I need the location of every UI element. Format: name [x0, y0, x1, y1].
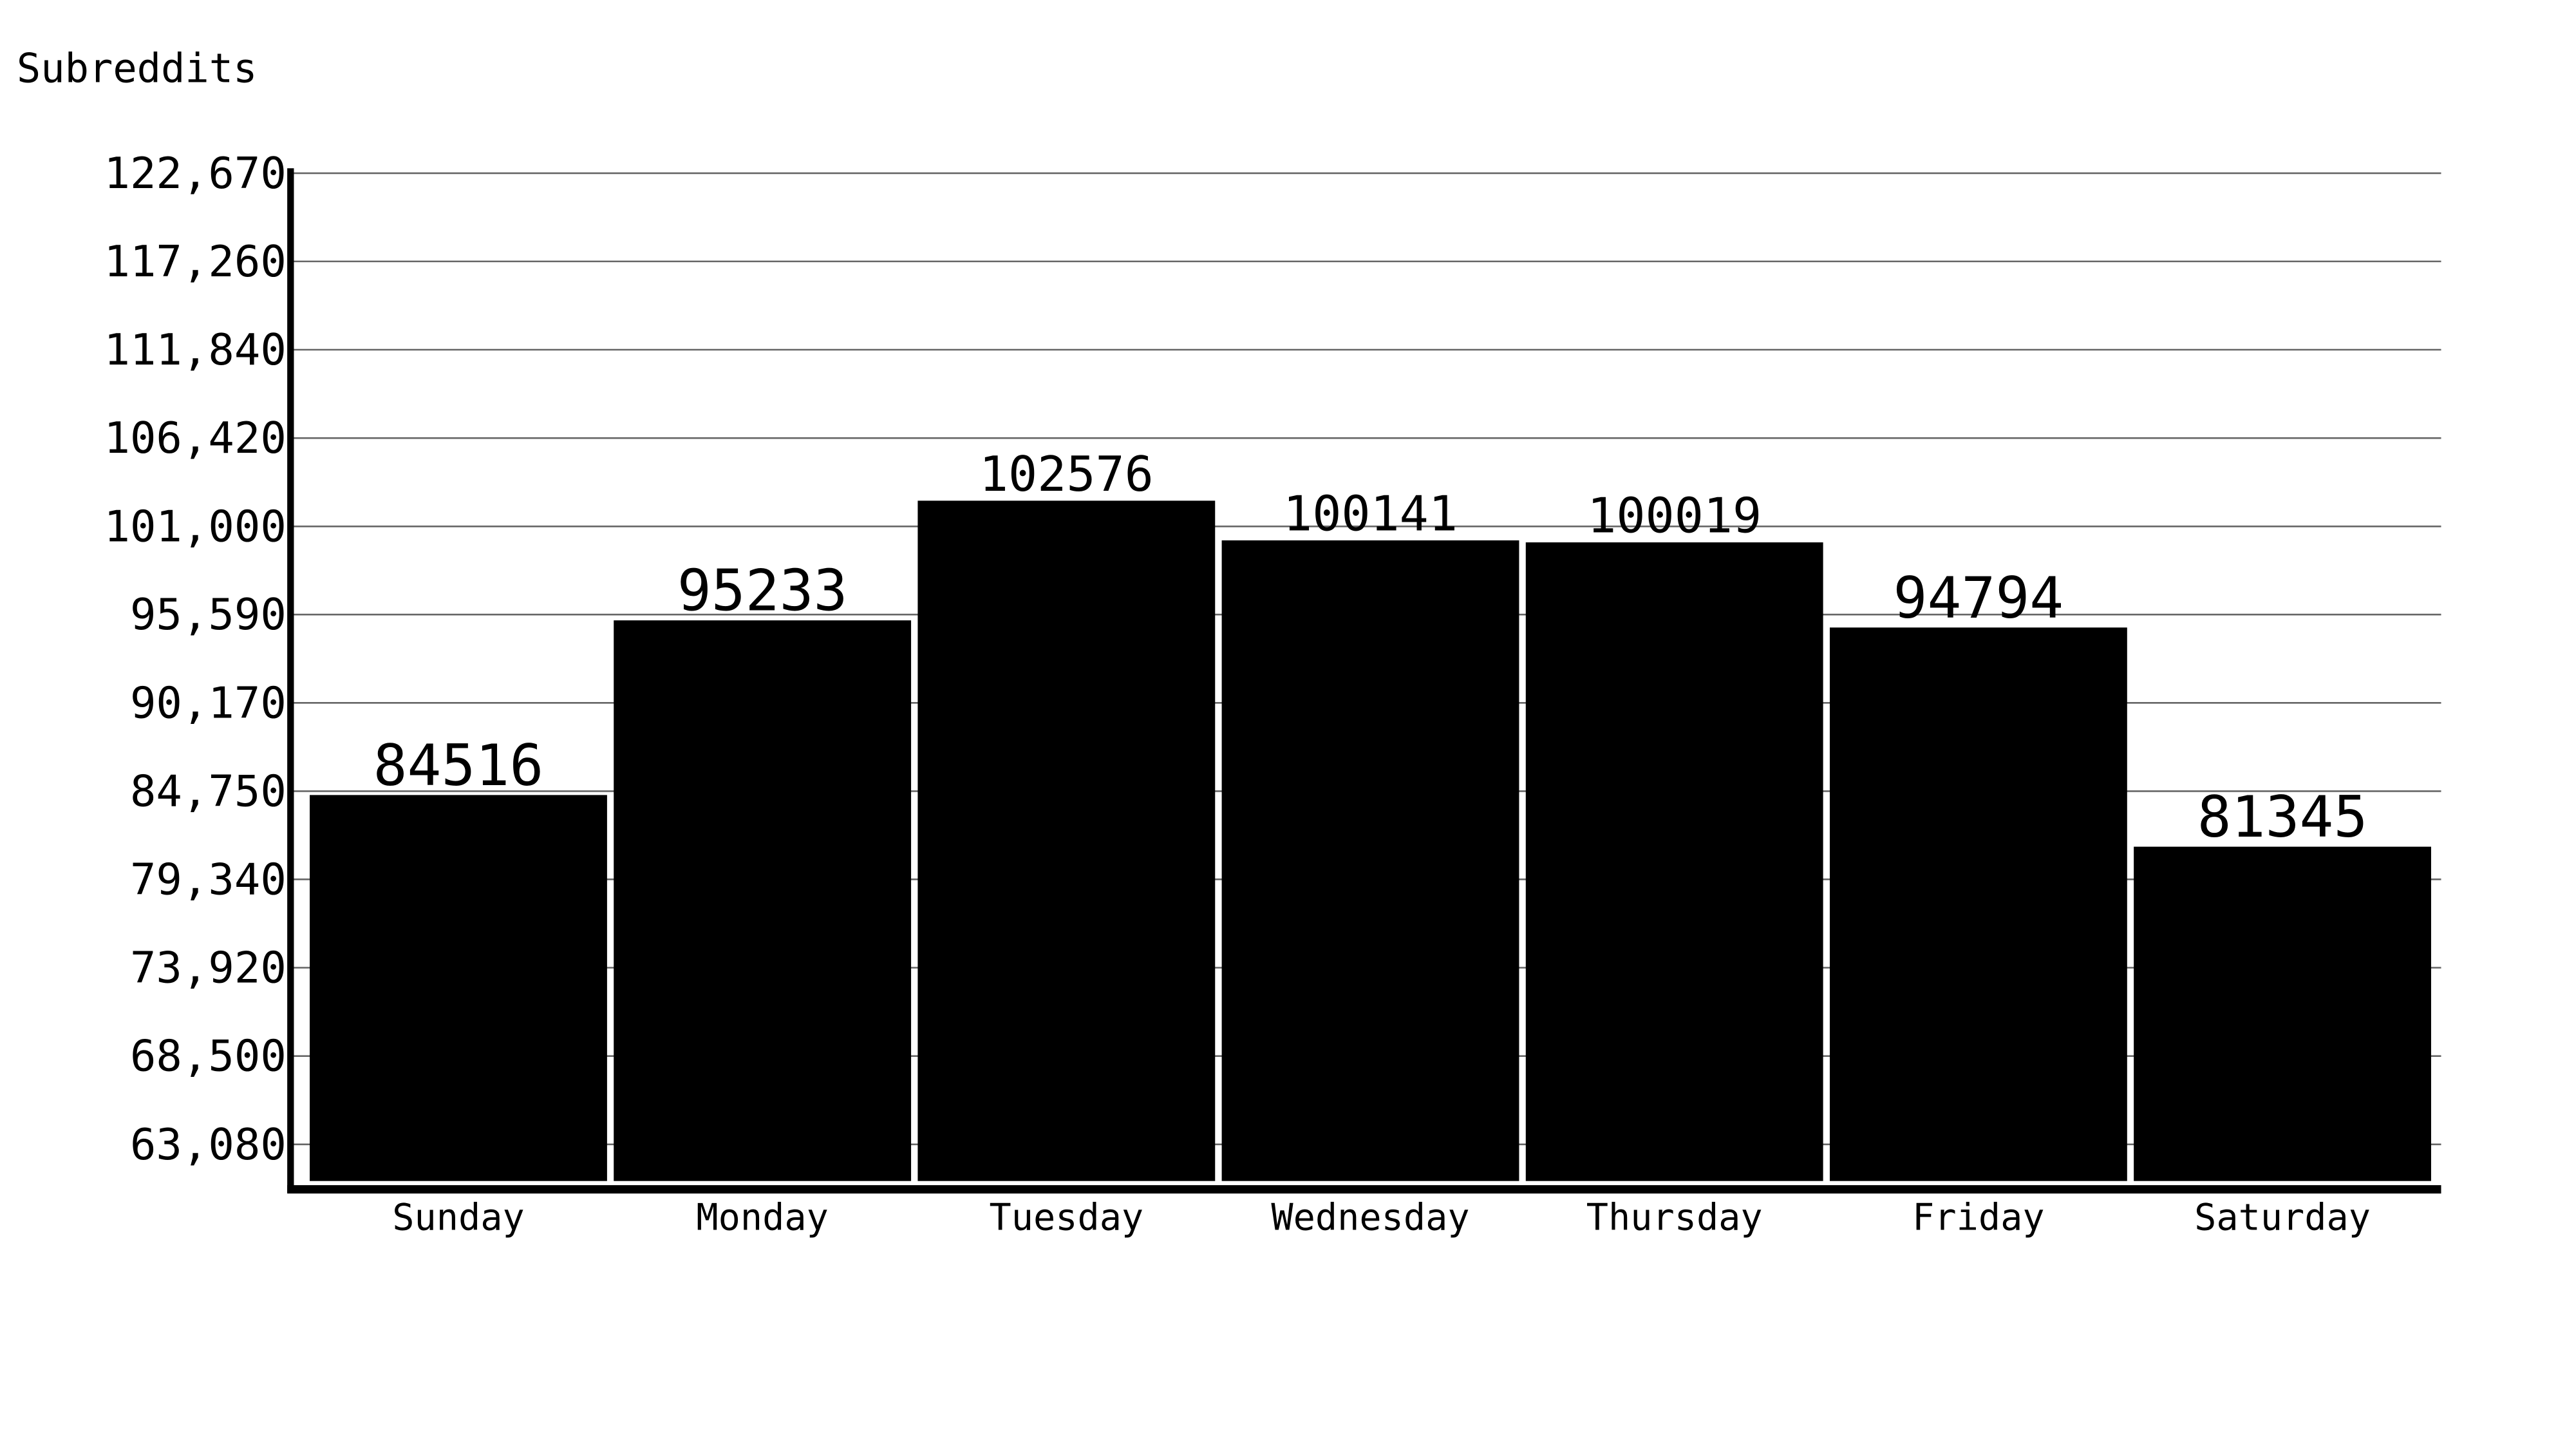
bar-wednesday	[1221, 540, 1519, 1181]
y-tick-label: 95,590	[130, 589, 287, 640]
bar-saturday	[2134, 846, 2431, 1181]
bar-sunday	[310, 795, 607, 1181]
x-tick-label: Saturday	[2194, 1197, 2371, 1239]
y-tick-label: 73,920	[130, 943, 287, 993]
data-label: 100141	[1283, 486, 1458, 542]
x-tick-label: Monday	[696, 1197, 828, 1239]
x-tick-label: Tuesday	[989, 1197, 1143, 1239]
data-label: 81345	[2197, 784, 2368, 850]
y-axis-title: Subreddits	[17, 45, 258, 92]
data-labels: 84516 95233 102576 100141 100019 94794 81345	[373, 446, 2368, 850]
x-tick-label: Sunday	[392, 1197, 524, 1239]
data-label: 95233	[677, 558, 848, 624]
data-label: 84516	[373, 732, 544, 799]
bar-friday	[1829, 627, 2127, 1181]
y-tick-label: 79,340	[130, 854, 287, 904]
bar-tuesday	[917, 500, 1216, 1181]
data-label: 100019	[1587, 488, 1762, 544]
y-axis-ticks: 63,080 68,500 73,920 79,340 84,750 90,170 95,5…	[104, 148, 286, 1170]
x-tick-label: Friday	[1912, 1197, 2044, 1239]
y-tick-label: 106,420	[104, 413, 286, 463]
y-tick-label: 101,000	[104, 501, 286, 551]
bars	[310, 500, 2431, 1181]
y-tick-label: 84,750	[130, 766, 287, 816]
data-label: 94794	[1894, 565, 2064, 631]
x-tick-label: Wednesday	[1271, 1197, 1469, 1239]
y-tick-label: 111,840	[104, 325, 286, 375]
data-label: 102576	[979, 446, 1154, 502]
y-tick-label: 63,080	[130, 1119, 287, 1170]
x-axis-ticks: Sunday Monday Tuesday Wednesday Thursday Frid…	[392, 1197, 2371, 1239]
y-tick-label: 90,170	[130, 678, 287, 728]
bar-monday	[614, 620, 912, 1181]
x-tick-label: Thursday	[1586, 1197, 1763, 1239]
y-tick-label: 122,670	[104, 148, 286, 198]
bar-thursday	[1525, 542, 1823, 1181]
y-tick-label: 68,500	[130, 1031, 287, 1081]
y-tick-label: 117,260	[104, 236, 286, 287]
